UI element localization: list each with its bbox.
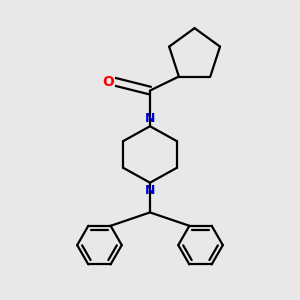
Text: N: N bbox=[145, 112, 155, 125]
Text: N: N bbox=[145, 184, 155, 197]
Text: O: O bbox=[103, 75, 114, 88]
